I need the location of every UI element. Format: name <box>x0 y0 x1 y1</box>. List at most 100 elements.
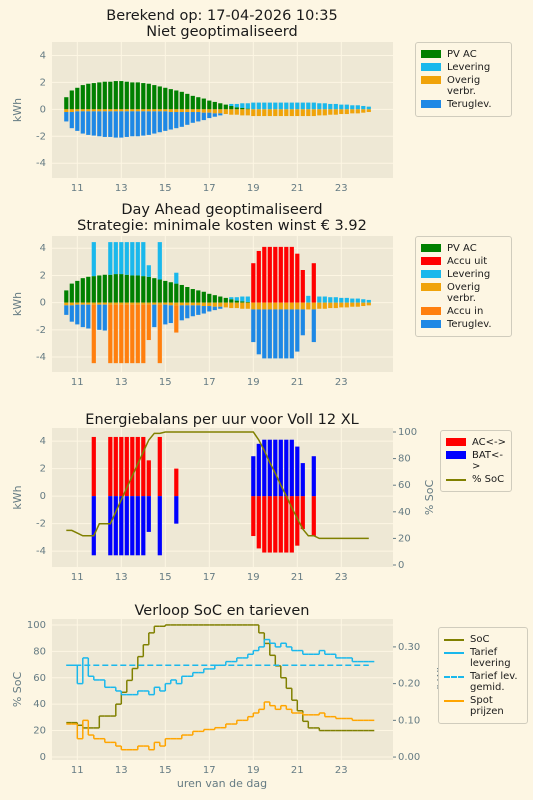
bar <box>124 242 129 275</box>
bar <box>135 496 140 556</box>
y-tick-label: 2 <box>40 464 46 475</box>
legend-entry: Accu uit <box>421 256 506 267</box>
y2-tick-label: 0.20 <box>398 679 420 690</box>
bar <box>267 109 272 117</box>
bar <box>163 302 168 305</box>
bar <box>278 246 283 303</box>
chart-title: Verloop SoC en tarieven <box>135 603 310 619</box>
bar <box>273 309 278 359</box>
bar <box>201 112 206 121</box>
bar <box>322 296 327 303</box>
legend-label: Teruglev. <box>447 99 492 110</box>
bar <box>185 302 190 306</box>
bar <box>284 302 289 310</box>
bar <box>179 91 184 110</box>
chart-title: Energiebalans per uur voor Voll 12 XL <box>85 412 358 428</box>
bar <box>278 309 283 359</box>
x-tick-label: 13 <box>115 183 128 194</box>
bar <box>196 302 201 306</box>
bar <box>64 112 69 122</box>
bar <box>273 102 278 110</box>
bar <box>223 297 228 303</box>
bar <box>119 304 124 364</box>
bar <box>306 109 311 117</box>
bar <box>64 302 69 306</box>
y2-tick-label: 0.10 <box>398 715 420 726</box>
bar <box>119 111 124 138</box>
bar <box>141 242 146 277</box>
x-tick-label: 17 <box>203 377 216 388</box>
bar <box>69 112 74 129</box>
bar <box>273 246 278 303</box>
bar <box>267 102 272 110</box>
bar <box>229 297 234 300</box>
bar <box>91 302 96 305</box>
bar <box>311 109 316 117</box>
bar <box>350 109 355 114</box>
legend-swatch <box>421 307 441 315</box>
bar <box>267 302 272 310</box>
x-tick-label: 13 <box>115 572 128 583</box>
bar <box>212 306 217 311</box>
y-tick-label: 0 <box>40 752 46 763</box>
bar <box>229 103 234 106</box>
bar <box>190 289 195 303</box>
bar <box>135 82 140 110</box>
bar <box>234 302 239 309</box>
bar <box>146 496 151 532</box>
bar <box>284 496 289 553</box>
bar <box>108 274 113 303</box>
bar <box>174 283 179 303</box>
bar <box>295 309 300 352</box>
x-tick-label: 21 <box>291 572 304 583</box>
bar <box>262 439 267 497</box>
figure-title: Berekend op: 17-04-2026 10:35 <box>106 8 337 24</box>
x-tick-label: 23 <box>335 377 348 388</box>
bar <box>328 297 333 303</box>
y-tick-label: -4 <box>36 352 46 363</box>
legend-label: Teruglev. <box>447 319 492 330</box>
bar <box>108 304 113 364</box>
bar <box>361 105 366 110</box>
bar <box>152 111 157 134</box>
bar <box>289 309 294 359</box>
bar <box>355 105 360 110</box>
x-tick-label: 23 <box>335 183 348 194</box>
x-tick-label: 21 <box>291 183 304 194</box>
x-tick-label: 23 <box>335 572 348 583</box>
bar <box>124 496 129 556</box>
bar <box>146 302 151 305</box>
bar <box>196 112 201 122</box>
bar <box>218 302 223 307</box>
y-tick-label: 60 <box>33 673 46 684</box>
bar <box>80 302 85 305</box>
bar <box>174 90 179 110</box>
bar <box>196 109 201 113</box>
y-tick-label: 4 <box>40 436 46 447</box>
bar <box>130 302 135 305</box>
bar <box>278 302 283 310</box>
bar <box>333 297 338 303</box>
bar <box>256 309 261 355</box>
bar <box>328 302 333 309</box>
bar <box>102 274 107 303</box>
y-tick-label: -4 <box>36 158 46 169</box>
bar <box>135 242 140 276</box>
legend: PV AC Levering Overig verbr. Teruglev. <box>415 42 512 117</box>
x-tick-label: 19 <box>247 377 260 388</box>
bar <box>168 89 173 110</box>
bar <box>218 306 223 309</box>
bar <box>212 109 217 114</box>
bar <box>333 109 338 115</box>
bar <box>119 274 124 303</box>
bar <box>289 439 294 497</box>
bar <box>124 304 129 364</box>
y-tick-label: -4 <box>36 546 46 557</box>
x-tick-label: 19 <box>247 765 260 776</box>
chart-subtitle: Strategie: minimale kosten winst € 3.92 <box>77 218 367 234</box>
legend-line <box>444 652 464 654</box>
x-tick-label: 17 <box>203 183 216 194</box>
bar <box>174 109 179 113</box>
bar <box>102 304 107 331</box>
bar <box>278 439 283 497</box>
